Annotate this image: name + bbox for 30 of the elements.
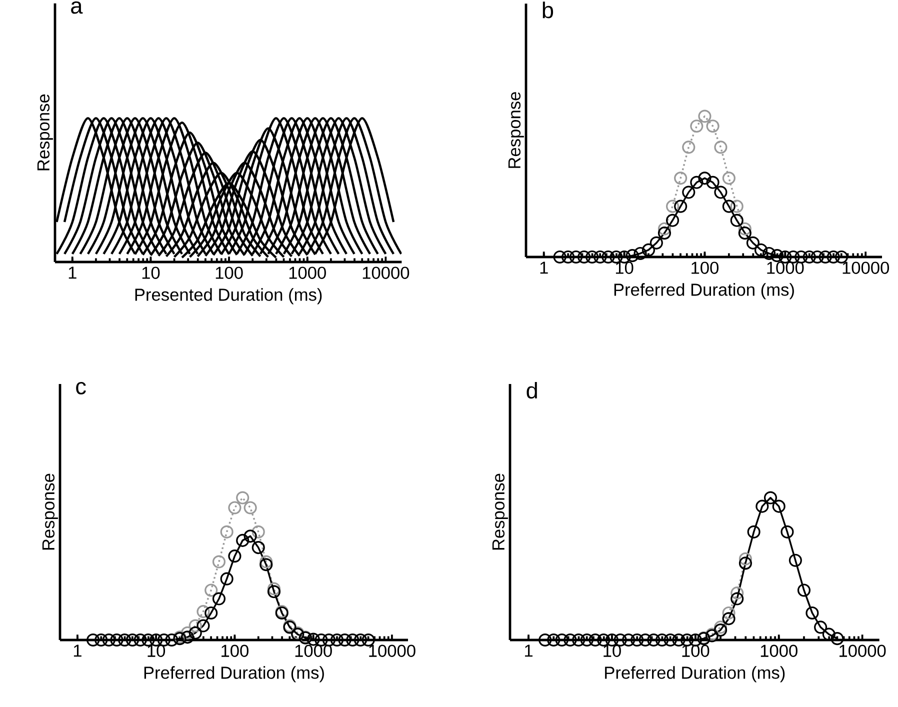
x-tick-label: 1000: [289, 266, 326, 279]
x-tick-label: 10: [142, 266, 160, 279]
x-tick-label: 1: [525, 644, 533, 657]
x-tick-label: 10000: [362, 266, 410, 279]
y-axis-title: Response: [42, 474, 58, 550]
x-tick-label: 1000: [760, 644, 798, 657]
x-axis-title: Preferred Duration (ms): [614, 283, 794, 300]
x-tick-label: 100: [692, 262, 719, 274]
chart-title: a: [71, 1, 83, 14]
x-tick-label: 1000: [767, 262, 804, 274]
x-tick-label: 10: [604, 644, 621, 657]
x-tick-label: 1: [74, 644, 82, 657]
y-axis-title: Response: [508, 92, 524, 168]
x-tick-label: 1: [540, 262, 548, 274]
x-tick-label: 100: [222, 644, 248, 657]
x-axis-title: Preferred Duration (ms): [605, 666, 785, 682]
chart-title: c: [76, 382, 86, 394]
x-tick-label: 1: [68, 266, 76, 279]
x-tick-label: 1000: [295, 644, 332, 657]
x-tick-label: 100: [216, 266, 243, 279]
x-tick-label: 10000: [840, 644, 886, 657]
x-tick-label: 10000: [842, 262, 890, 274]
y-axis-title: Response: [37, 94, 53, 170]
x-axis-title: Presented Duration (ms): [135, 288, 322, 304]
x-axis-title: Preferred Duration (ms): [144, 666, 324, 682]
chart-title: b: [542, 2, 554, 18]
x-tick-label: 10000: [369, 644, 416, 657]
chart-title: d: [526, 382, 537, 399]
y-axis-title: Response: [492, 474, 508, 550]
x-tick-label: 10: [616, 262, 634, 274]
